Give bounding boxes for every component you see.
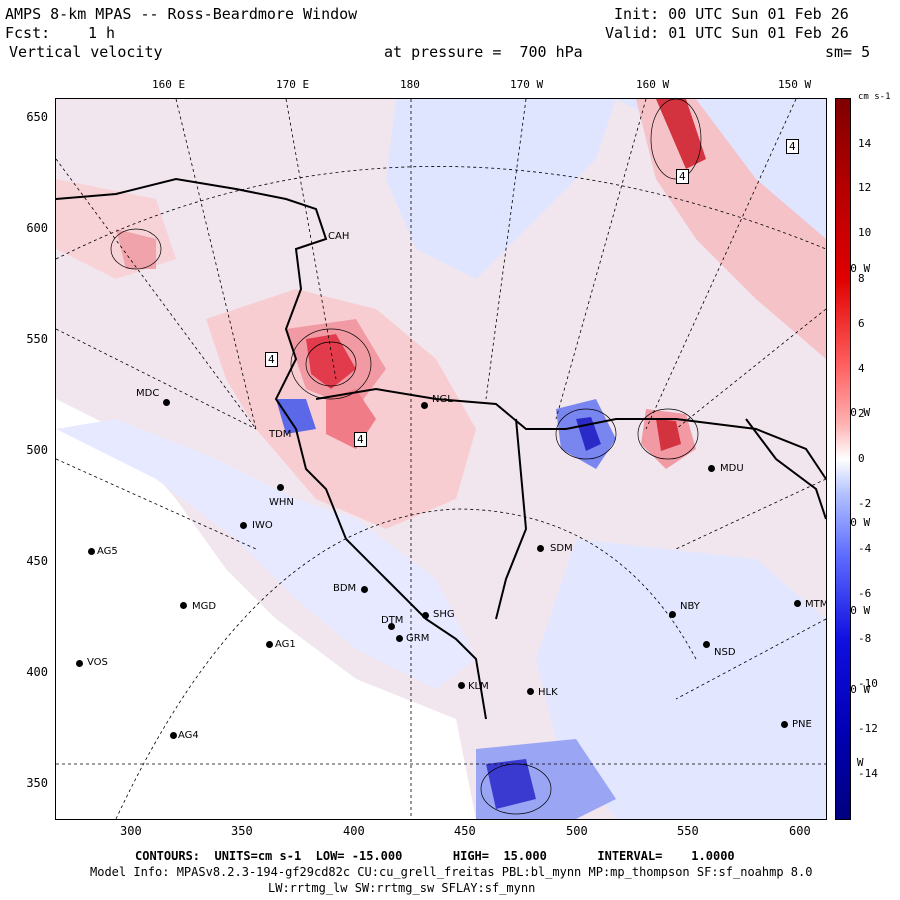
lon-label: 170 W <box>510 78 544 91</box>
forecast-value: 1 h <box>88 24 116 42</box>
y-tick: 450 <box>26 554 48 568</box>
contour-marker: 4 <box>786 139 799 154</box>
station-dot <box>163 399 170 406</box>
x-tick: 550 <box>677 824 699 838</box>
station-label: NGL <box>432 394 453 405</box>
x-tick: 500 <box>566 824 588 838</box>
station-dot <box>88 548 95 555</box>
colorbar-label: -10 <box>858 677 878 690</box>
station-dot <box>537 545 544 552</box>
model-info: Model Info: MPASv8.2.3-194-gf29cd82c CU:… <box>90 865 813 879</box>
colorbar-units: cm s-1 <box>858 92 891 102</box>
colorbar-label: -6 <box>858 587 872 600</box>
colorbar-label: 2 <box>858 407 865 420</box>
station-label: GRM <box>406 633 430 644</box>
station-label: MDU <box>720 463 744 474</box>
x-tick: 600 <box>789 824 811 838</box>
y-tick: 650 <box>26 110 48 124</box>
station-dot <box>277 484 284 491</box>
y-tick: 400 <box>26 665 48 679</box>
colorbar-label: 10 <box>858 226 872 239</box>
colorbar-label: 14 <box>858 137 872 150</box>
lon-label: 160 W <box>636 78 670 91</box>
station-label: WHN <box>269 497 294 508</box>
station-label: NSD <box>714 647 736 658</box>
station-label: AG5 <box>97 546 118 557</box>
colorbar-label: -2 <box>858 497 872 510</box>
station-dot <box>794 600 801 607</box>
colorbar-label: 8 <box>858 272 865 285</box>
lon-label: 170 E <box>276 78 310 91</box>
colorbar-label: -12 <box>858 722 878 735</box>
smoothing: sm= 5 <box>825 43 871 61</box>
station-dot <box>708 465 715 472</box>
station-label: MGD <box>192 601 217 612</box>
station-dot <box>240 522 247 529</box>
forecast-label: Fcst: <box>5 24 51 42</box>
station-label: HLK <box>538 687 558 698</box>
colorbar-label: 4 <box>858 362 865 375</box>
contour-marker: 4 <box>354 432 367 447</box>
map-field <box>56 99 826 819</box>
lon-label: 160 E <box>152 78 186 91</box>
colorbar-label: -8 <box>858 632 872 645</box>
y-tick: 550 <box>26 332 48 346</box>
station-dot <box>76 660 83 667</box>
station-dot <box>421 402 428 409</box>
station-dot <box>266 641 273 648</box>
pressure-level: at pressure = 700 hPa <box>384 43 583 61</box>
station-label: KLM <box>468 681 489 692</box>
station-dot <box>361 586 368 593</box>
colorbar-label: 6 <box>858 317 865 330</box>
station-label: SHG <box>433 609 455 620</box>
station-dot <box>669 611 676 618</box>
station-label: MDC <box>136 388 160 399</box>
station-label: AG4 <box>178 730 199 741</box>
contour-marker: 4 <box>676 169 689 184</box>
x-tick: 400 <box>343 824 365 838</box>
colorbar <box>835 98 851 820</box>
colorbar-label: -14 <box>858 767 878 780</box>
lon-label: 150 W <box>778 78 812 91</box>
station-dot <box>703 641 710 648</box>
station-label: MTM <box>805 599 827 610</box>
y-tick: 500 <box>26 443 48 457</box>
station-label: IWO <box>252 520 273 531</box>
station-dot <box>180 602 187 609</box>
station-dot <box>458 682 465 689</box>
station-label: PNE <box>792 719 812 730</box>
colorbar-label: -4 <box>858 542 872 555</box>
station-label: TDM <box>269 429 292 440</box>
contour-marker: 4 <box>265 352 278 367</box>
station-label: VOS <box>87 657 108 668</box>
station-dot <box>781 721 788 728</box>
map-plot-area[interactable]: 4 4 4 4 MDC CAH NGL TDM WHN IWO AG5 SDM … <box>55 98 827 820</box>
x-tick: 350 <box>231 824 253 838</box>
colorbar-label: 12 <box>858 181 872 194</box>
station-label: NBY <box>680 601 700 612</box>
station-dot <box>527 688 534 695</box>
x-tick: 450 <box>454 824 476 838</box>
station-dot <box>422 612 429 619</box>
station-dot <box>388 623 395 630</box>
x-tick: 300 <box>120 824 142 838</box>
colorbar-label: 0 <box>858 452 865 465</box>
station-dot <box>170 732 177 739</box>
y-tick: 600 <box>26 221 48 235</box>
contours-info: CONTOURS: UNITS=cm s-1 LOW= -15.000 HIGH… <box>135 849 735 863</box>
valid-time: Valid: 01 UTC Sun 01 Feb 26 <box>605 24 849 42</box>
model-info-line2: LW:rrtmg_lw SW:rrtmg_sw SFLAY:sf_mynn <box>268 881 536 895</box>
variable-name: Vertical velocity <box>9 43 163 61</box>
station-label: DTM <box>381 615 404 626</box>
station-label: CAH <box>328 231 350 242</box>
lon-label: 180 <box>400 78 420 91</box>
init-time: Init: 00 UTC Sun 01 Feb 26 <box>614 5 849 23</box>
y-tick: 350 <box>26 776 48 790</box>
map-title: AMPS 8-km MPAS -- Ross-Beardmore Window <box>5 5 358 23</box>
station-label: SDM <box>550 543 573 554</box>
station-label: AG1 <box>275 639 296 650</box>
station-label: BDM <box>333 583 357 594</box>
station-dot <box>396 635 403 642</box>
